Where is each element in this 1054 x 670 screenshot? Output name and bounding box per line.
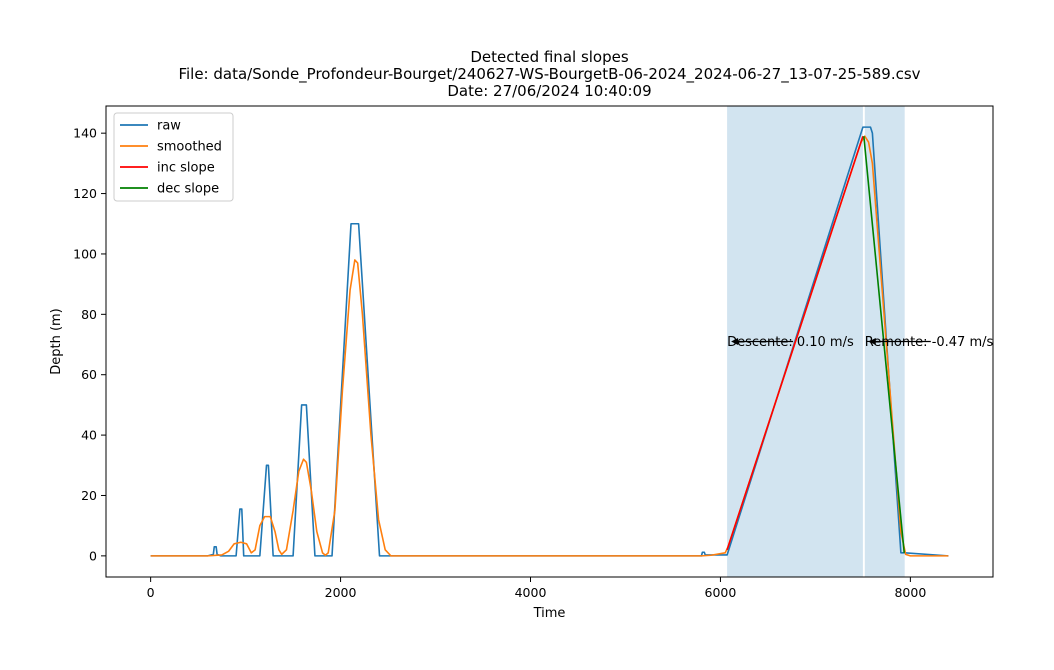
legend: raw smoothed inc slope dec slope [113, 112, 234, 202]
x-tick-label-8000: 8000 [894, 585, 926, 600]
series-line-inc-slope [726, 135, 864, 551]
x-tick-label-0: 0 [147, 585, 155, 600]
title-line-0: Detected final slopes [470, 48, 629, 66]
y-tick-label-140: 140 [73, 126, 97, 141]
y-tick-label-20: 20 [81, 488, 97, 503]
x-axis-label: Time [533, 606, 566, 621]
plot-frame [105, 105, 994, 578]
x-tick-label-6000: 6000 [705, 585, 737, 600]
annotation-text-0: Descente: 0.10 m/s [727, 335, 854, 350]
x-tick-label-2000: 2000 [325, 585, 357, 600]
y-tick-label-0: 0 [89, 548, 97, 563]
annotation-arrowhead-0 [731, 338, 739, 345]
y-tick-label-100: 100 [73, 246, 97, 261]
y-tick-label-40: 40 [81, 428, 97, 443]
title-line-2: Date: 27/06/2024 10:40:09 [447, 82, 651, 100]
y-axis-label: Depth (m) [49, 308, 64, 375]
plot-area: Descente: 0.10 m/s Remonte: -0.47 m/s [150, 106, 994, 577]
legend-label-dec-slope: dec slope [157, 182, 219, 197]
x-tick-label-4000: 4000 [515, 585, 547, 600]
y-tick-label-60: 60 [81, 367, 97, 382]
legend-label-smoothed: smoothed [157, 140, 222, 155]
annotation-text-1: Remonte: -0.47 m/s [865, 335, 994, 350]
title-line-1: File: data/Sonde_Profondeur-Bourget/2406… [178, 65, 920, 84]
legend-label-raw: raw [157, 119, 181, 134]
legend-label-inc-slope: inc slope [157, 161, 215, 176]
axes: 0 2000 4000 6000 8000 0 20 40 60 80 100 120 140 [73, 105, 994, 600]
series-line-dec-slope [863, 136, 906, 553]
annotation-arrowhead-1 [868, 338, 876, 345]
y-tick-label-80: 80 [81, 307, 97, 322]
y-tick-label-120: 120 [73, 186, 97, 201]
legend-box [113, 112, 234, 202]
